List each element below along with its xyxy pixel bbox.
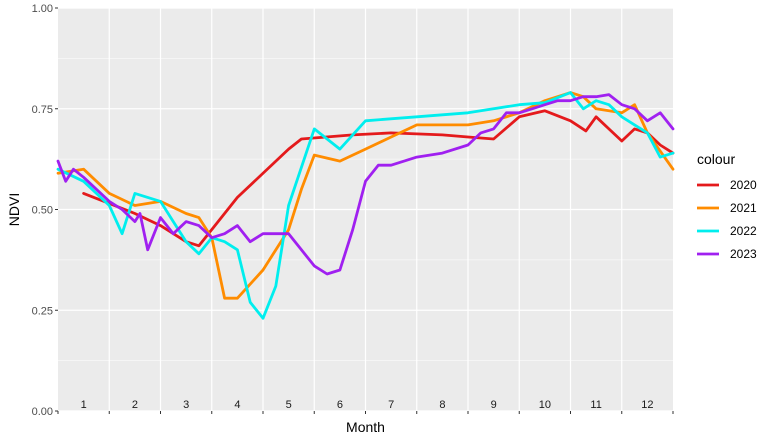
y-tick-label: 0.00 [32, 406, 53, 418]
x-axis-ticks: 1 2 3 4 5 6 7 8 9 10 11 12 [57, 399, 674, 414]
legend-label-2022: 2022 [730, 224, 757, 238]
x-tick-label: 3 [183, 399, 189, 411]
x-tick-label: 2 [132, 399, 138, 411]
x-tick-label: 11 [590, 399, 601, 411]
x-tick-label: 6 [337, 399, 343, 411]
x-tick-label: 10 [539, 399, 551, 411]
x-axis-title: Month [346, 419, 385, 435]
y-tick-label: 1.00 [32, 3, 53, 15]
legend-label-2023: 2023 [730, 247, 757, 261]
legend: colour 2020 2021 2022 2023 [697, 151, 757, 261]
y-tick-label: 0.75 [32, 104, 53, 116]
x-tick-label: 1 [81, 399, 87, 411]
x-tick-label: 4 [234, 399, 240, 411]
x-tick-label: 12 [641, 399, 653, 411]
x-tick-label: 8 [439, 399, 445, 411]
series-line-2020 [82, 109, 675, 248]
y-axis-ticks: 0.00 0.25 0.50 0.75 1.00 [32, 3, 58, 418]
legend-label-2021: 2021 [730, 201, 757, 215]
series-line-2021 [56, 91, 675, 300]
series-line-2022 [56, 91, 675, 320]
y-axis-title: NDVI [6, 193, 22, 226]
x-tick-label: 5 [286, 399, 292, 411]
legend-title: colour [697, 151, 735, 167]
x-tick-label: 7 [388, 399, 394, 411]
legend-label-2020: 2020 [730, 178, 757, 192]
y-tick-label: 0.50 [32, 205, 53, 217]
grid [58, 7, 673, 412]
x-tick-label: 9 [491, 399, 497, 411]
series-line-2023 [56, 93, 675, 276]
y-tick-label: 0.25 [32, 305, 53, 317]
series-lines [56, 91, 675, 320]
